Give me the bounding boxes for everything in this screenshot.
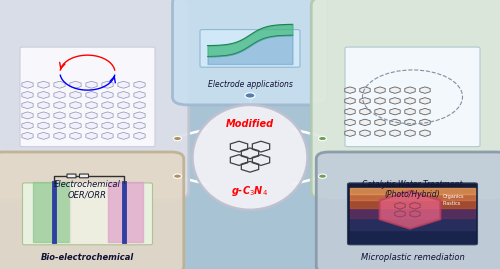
FancyBboxPatch shape	[0, 152, 184, 269]
FancyBboxPatch shape	[80, 174, 88, 178]
Text: Organics: Organics	[442, 194, 464, 199]
FancyBboxPatch shape	[22, 183, 152, 245]
FancyBboxPatch shape	[311, 0, 500, 200]
FancyBboxPatch shape	[0, 0, 189, 200]
Text: Catalytic Water Treatment
(Photo/Hybrid): Catalytic Water Treatment (Photo/Hybrid)	[362, 180, 463, 199]
FancyBboxPatch shape	[67, 174, 76, 178]
Text: Electrochemical
OER/ORR: Electrochemical OER/ORR	[54, 180, 121, 199]
Circle shape	[245, 93, 255, 98]
FancyBboxPatch shape	[316, 152, 500, 269]
FancyBboxPatch shape	[345, 47, 480, 147]
FancyBboxPatch shape	[348, 183, 478, 245]
Circle shape	[318, 174, 326, 178]
Text: Plastics: Plastics	[442, 201, 461, 206]
FancyBboxPatch shape	[20, 47, 155, 147]
Text: Microplastic remediation: Microplastic remediation	[360, 253, 465, 262]
FancyBboxPatch shape	[200, 30, 300, 67]
Circle shape	[318, 136, 326, 141]
Text: Bio-electrochemical: Bio-electrochemical	[41, 253, 134, 262]
Text: Modified: Modified	[226, 119, 274, 129]
Circle shape	[174, 136, 182, 141]
Circle shape	[174, 174, 182, 178]
Text: Electrode applications: Electrode applications	[208, 80, 292, 89]
Text: g-C$_3$N$_4$: g-C$_3$N$_4$	[232, 184, 268, 198]
Ellipse shape	[192, 105, 308, 210]
FancyBboxPatch shape	[172, 0, 328, 105]
